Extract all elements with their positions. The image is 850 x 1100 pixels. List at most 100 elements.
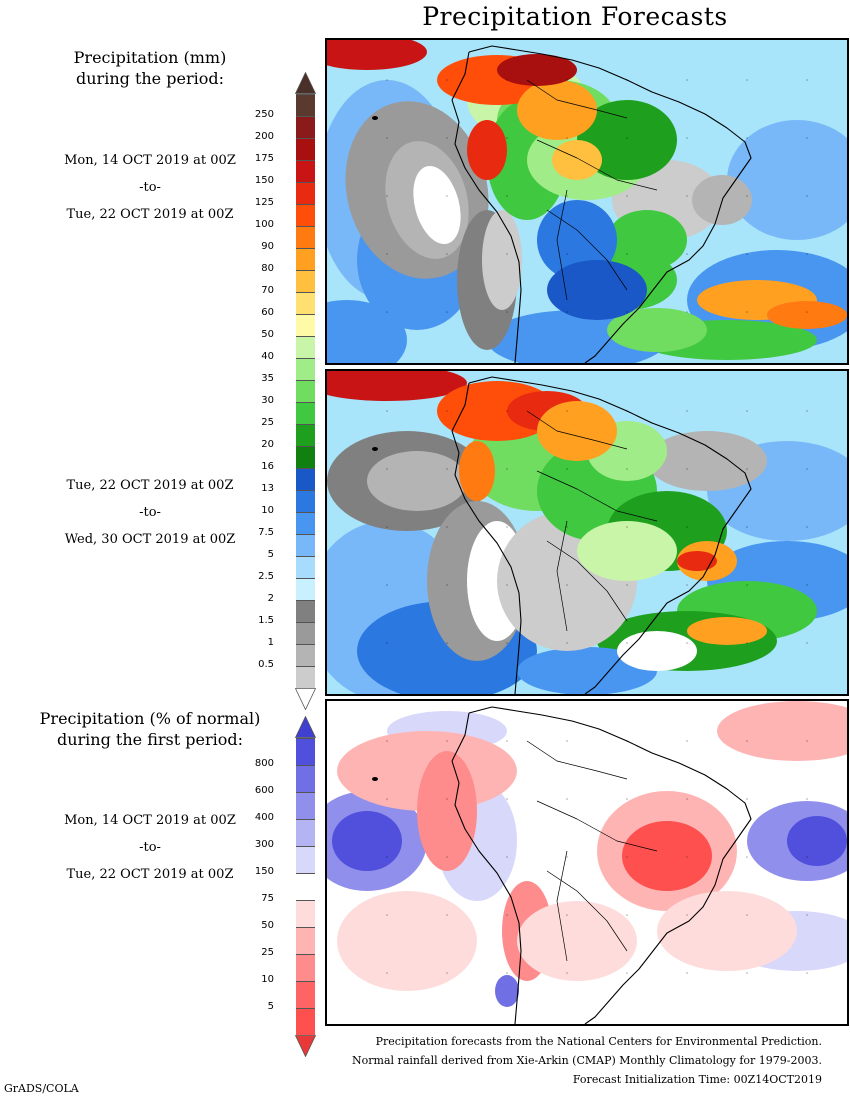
precip-colorbar-swatch xyxy=(296,490,315,512)
footnote-line2: Normal rainfall derived from Xie-Arkin (… xyxy=(352,1054,822,1067)
precip-colorbar-swatch xyxy=(296,644,315,666)
precip-colorbar-tick-label: 50 xyxy=(261,329,274,340)
precip-colorbar-swatch xyxy=(296,424,315,446)
precip-colorbar-swatch xyxy=(296,512,315,534)
precip-colorbar-swatch xyxy=(296,534,315,556)
precip-colorbar-tick-label: 2.5 xyxy=(258,571,274,582)
precip-colorbar-swatch xyxy=(296,204,315,226)
period1-sep: -to- xyxy=(139,180,161,195)
precip-colorbar-swatch xyxy=(296,270,315,292)
pct-colorbar-swatch xyxy=(296,954,315,981)
pct-colorbar-tick-label: 50 xyxy=(261,920,274,931)
precip-colorbar-swatch xyxy=(296,226,315,248)
precip-colorbar-tick-label: 13 xyxy=(261,483,274,494)
pct-colorbar-swatch xyxy=(296,1008,315,1035)
grid-dots xyxy=(386,79,808,313)
precip-colorbar-tick-label: 5 xyxy=(267,549,274,560)
pct-colorbar-swatch xyxy=(296,846,315,873)
pct-colorbar-tick-label: 400 xyxy=(254,812,274,823)
precip-colorbar-tick-label: 70 xyxy=(261,285,274,296)
precip-colorbar-swatch xyxy=(296,380,315,402)
period2-range: Tue, 22 OCT 2019 at 00Z -to- Wed, 30 OCT… xyxy=(40,478,260,547)
precip-colorbar-swatch xyxy=(296,446,315,468)
precip-colorbar-tick-label: 250 xyxy=(254,109,274,120)
precip-colorbar-tick-label: 175 xyxy=(254,153,274,164)
precip-map-period1 xyxy=(325,38,849,365)
pct-normal-map-canvas xyxy=(327,701,847,1024)
precip-colorbar-tick-label: 25 xyxy=(261,417,274,428)
precip-map-period2 xyxy=(325,369,849,696)
pct-colorbar-swatch xyxy=(296,738,315,765)
pct-colorbar-tick-label: 10 xyxy=(261,974,274,985)
precip-colorbar-tick-label: 150 xyxy=(254,175,274,186)
precip-colorbar-tick-label: 16 xyxy=(261,461,274,472)
pct-colorbar-swatch xyxy=(296,819,315,846)
period3-end: Tue, 22 OCT 2019 at 00Z xyxy=(66,867,234,882)
precip-colorbar-swatch xyxy=(296,116,315,138)
page-title: Precipitation Forecasts xyxy=(422,2,728,31)
precip-colorbar-tick-label: 20 xyxy=(261,439,274,450)
precip-colorbar-tick-label: 7.5 xyxy=(258,527,274,538)
precip-colorbar-swatch xyxy=(296,138,315,160)
grid-dots xyxy=(386,740,808,974)
period3-range: Mon, 14 OCT 2019 at 00Z -to- Tue, 22 OCT… xyxy=(40,813,260,882)
period2-end: Wed, 30 OCT 2019 at 00Z xyxy=(64,532,236,547)
pct-colorbar-tick-label: 600 xyxy=(254,785,274,796)
period2-sep: -to- xyxy=(139,505,161,520)
coastline-outline xyxy=(372,376,752,694)
precip-colorbar-tick-label: 40 xyxy=(261,351,274,362)
pct-colorbar-tick-label: 5 xyxy=(267,1001,274,1012)
precip-colorbar-swatch xyxy=(296,336,315,358)
coastline-outline xyxy=(372,706,752,1024)
precip-colorbar-swatch xyxy=(296,248,315,270)
pct-colorbar-swatch xyxy=(296,873,315,900)
precip-colorbar-swatch xyxy=(296,578,315,600)
precip-colorbar-tick-label: 60 xyxy=(261,307,274,318)
precip-colorbar-swatch xyxy=(296,292,315,314)
period3-sep: -to- xyxy=(139,840,161,855)
grads-credit: GrADS/COLA xyxy=(4,1082,79,1095)
precip-colorbar-swatch xyxy=(296,468,315,490)
pct-colorbar-swatch xyxy=(296,900,315,927)
precip-colorbar-tick-label: 1 xyxy=(267,637,274,648)
coastline-outline xyxy=(372,45,752,363)
precip-colorbar-swatch xyxy=(296,314,315,336)
pct-colorbar-swatch xyxy=(296,981,315,1008)
below-normal-field xyxy=(337,701,847,991)
precip-colorbar-tick-label: 0.5 xyxy=(258,659,274,670)
footnote-line3: Forecast Initialization Time: 00Z14OCT20… xyxy=(572,1073,822,1086)
precip-colorbar-tick-label: 100 xyxy=(254,219,274,230)
precip-map-period1-canvas xyxy=(327,40,847,363)
precip-heading-line2: during the period: xyxy=(76,69,224,88)
pct-colorbar-tick-label: 800 xyxy=(254,758,274,769)
pct-colorbar-swatch xyxy=(296,792,315,819)
period1-end: Tue, 22 OCT 2019 at 00Z xyxy=(66,207,234,222)
precip-colorbar-swatch xyxy=(296,94,315,116)
precip-colorbar-swatch xyxy=(296,622,315,644)
precip-colorbar-swatch xyxy=(296,600,315,622)
period1-range: Mon, 14 OCT 2019 at 00Z -to- Tue, 22 OCT… xyxy=(40,153,260,222)
precip-colorbar-tick-label: 30 xyxy=(261,395,274,406)
precip-colorbar-tick-label: 90 xyxy=(261,241,274,252)
precip-colorbar-tick-label: 1.5 xyxy=(258,615,274,626)
precip-colorbar-over-arrow xyxy=(295,72,316,94)
pct-colorbar-under-arrow xyxy=(295,1035,316,1057)
precip-colorbar-tick-label: 200 xyxy=(254,131,274,142)
pct-colorbar-tick-label: 150 xyxy=(254,866,274,877)
precip-heading-line1: Precipitation (mm) xyxy=(73,48,227,67)
precip-colorbar-swatch xyxy=(296,666,315,688)
precip-colorbar-swatch xyxy=(296,182,315,204)
precip-colorbar-tick-label: 2 xyxy=(267,593,274,604)
footnote-line1: Precipitation forecasts from the Nationa… xyxy=(375,1035,822,1048)
precip-colorbar-swatch xyxy=(296,358,315,380)
period3-start: Mon, 14 OCT 2019 at 00Z xyxy=(64,813,236,828)
precip-colorbar-swatch xyxy=(296,160,315,182)
above-normal-field xyxy=(327,711,847,1007)
precip-colorbar-under-arrow xyxy=(295,688,316,710)
precip-heading: Precipitation (mm) during the period: xyxy=(40,47,260,89)
pct-colorbar-swatch xyxy=(296,765,315,792)
footnote: Precipitation forecasts from the Nationa… xyxy=(352,1032,822,1089)
heavy-precip-field xyxy=(327,40,602,180)
pct-normal-map xyxy=(325,699,849,1026)
pct-colorbar-tick-label: 25 xyxy=(261,947,274,958)
